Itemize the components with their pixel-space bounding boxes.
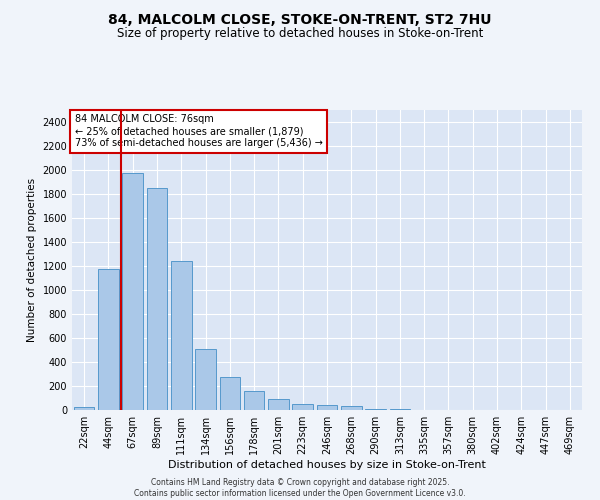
Y-axis label: Number of detached properties: Number of detached properties xyxy=(27,178,37,342)
Bar xyxy=(146,188,167,410)
Bar xyxy=(268,399,289,410)
Bar xyxy=(220,377,240,410)
Bar xyxy=(292,404,313,410)
Bar xyxy=(122,173,143,410)
Bar xyxy=(195,349,216,410)
Text: Size of property relative to detached houses in Stoke-on-Trent: Size of property relative to detached ho… xyxy=(117,28,483,40)
Bar xyxy=(171,261,191,410)
X-axis label: Distribution of detached houses by size in Stoke-on-Trent: Distribution of detached houses by size … xyxy=(168,460,486,470)
Bar xyxy=(98,269,119,410)
Text: 84, MALCOLM CLOSE, STOKE-ON-TRENT, ST2 7HU: 84, MALCOLM CLOSE, STOKE-ON-TRENT, ST2 7… xyxy=(108,12,492,26)
Text: 84 MALCOLM CLOSE: 76sqm
← 25% of detached houses are smaller (1,879)
73% of semi: 84 MALCOLM CLOSE: 76sqm ← 25% of detache… xyxy=(74,114,322,148)
Text: Contains HM Land Registry data © Crown copyright and database right 2025.
Contai: Contains HM Land Registry data © Crown c… xyxy=(134,478,466,498)
Bar xyxy=(341,406,362,410)
Bar xyxy=(317,405,337,410)
Bar xyxy=(244,392,265,410)
Bar xyxy=(74,407,94,410)
